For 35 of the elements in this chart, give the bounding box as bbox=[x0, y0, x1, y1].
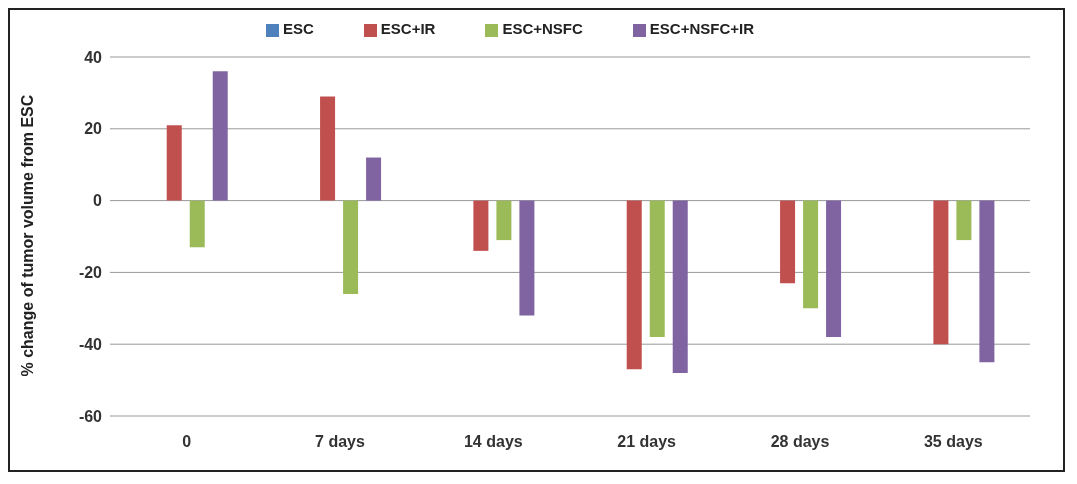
bar bbox=[979, 200, 995, 363]
x-tick-label: 7 days bbox=[315, 433, 366, 451]
x-tick-label: 21 days bbox=[617, 433, 677, 451]
y-tick-label: 0 bbox=[93, 192, 103, 210]
x-tick-label: 35 days bbox=[923, 433, 983, 451]
bar bbox=[366, 157, 382, 201]
y-axis-title: % change of tumor volume from ESC bbox=[18, 94, 36, 377]
y-tick-label: -20 bbox=[78, 264, 103, 282]
x-tick-label: 14 days bbox=[463, 433, 523, 451]
legend-label: ESC+NSFC bbox=[502, 20, 583, 37]
bar bbox=[519, 200, 535, 316]
y-tick-label: 20 bbox=[84, 120, 103, 138]
bar bbox=[626, 200, 642, 370]
legend-label: ESC+NSFC+IR bbox=[649, 20, 755, 37]
legend-label: ESC+IR bbox=[380, 20, 436, 37]
bar bbox=[473, 200, 489, 251]
bar bbox=[343, 200, 359, 294]
y-tick-label: 40 bbox=[84, 48, 103, 66]
bar bbox=[933, 200, 949, 345]
y-tick-label: -60 bbox=[78, 407, 103, 425]
bar bbox=[320, 96, 336, 201]
bar bbox=[956, 200, 972, 241]
bar bbox=[826, 200, 842, 338]
x-tick-label: 0 bbox=[182, 433, 192, 451]
bar bbox=[189, 200, 205, 248]
bar bbox=[780, 200, 796, 284]
bar bbox=[496, 200, 512, 241]
bar bbox=[803, 200, 819, 309]
x-tick-label: 28 days bbox=[770, 433, 830, 451]
bar bbox=[166, 125, 182, 201]
bar bbox=[649, 200, 665, 338]
bar bbox=[672, 200, 688, 373]
y-tick-label: -40 bbox=[78, 335, 103, 353]
legend-label: ESC bbox=[282, 20, 314, 37]
bar bbox=[212, 71, 228, 201]
